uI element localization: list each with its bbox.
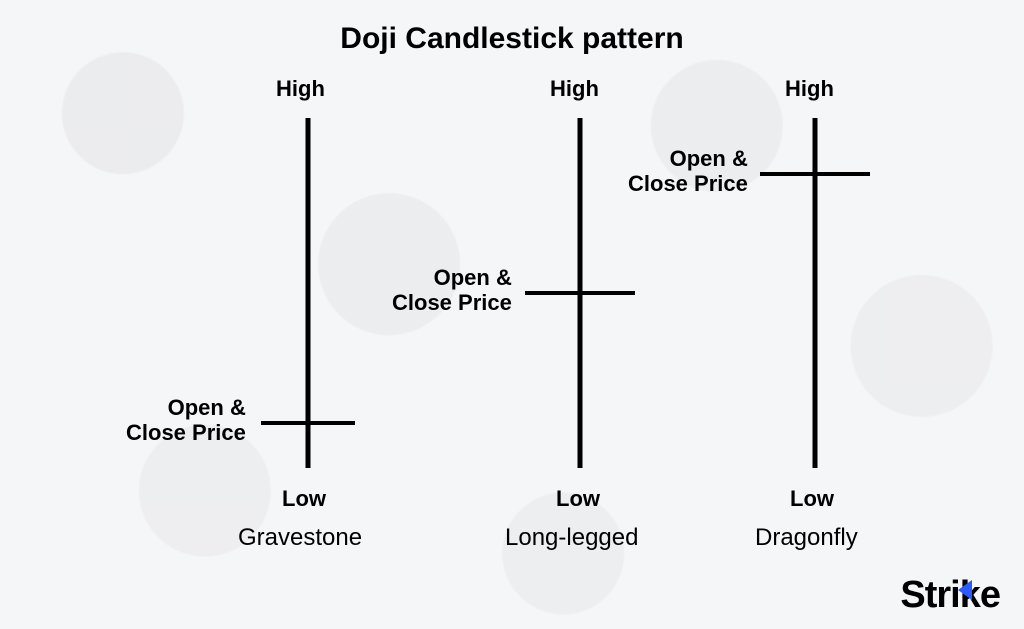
diagram-canvas: Doji Candlestick pattern HighLowGravesto… [0,0,1024,629]
open-close-label: Open & Close Price [392,265,512,316]
high-label: High [550,76,599,101]
brand-logo-k: k [960,574,980,617]
low-label: Low [790,486,834,511]
brand-logo-text-post: e [980,574,1000,617]
brand-logo-accent-icon [958,580,972,600]
brand-logo-text-pre: Stri [900,574,959,617]
low-label: Low [282,486,326,511]
low-label: Low [556,486,600,511]
pattern-name: Long-legged [505,524,638,552]
high-label: High [785,76,834,101]
pattern-name: Dragonfly [755,524,858,552]
open-close-label: Open & Close Price [628,146,748,197]
high-label: High [276,76,325,101]
brand-logo: Stri ke [900,574,1000,617]
pattern-name: Gravestone [238,524,362,552]
open-close-label: Open & Close Price [126,395,246,446]
